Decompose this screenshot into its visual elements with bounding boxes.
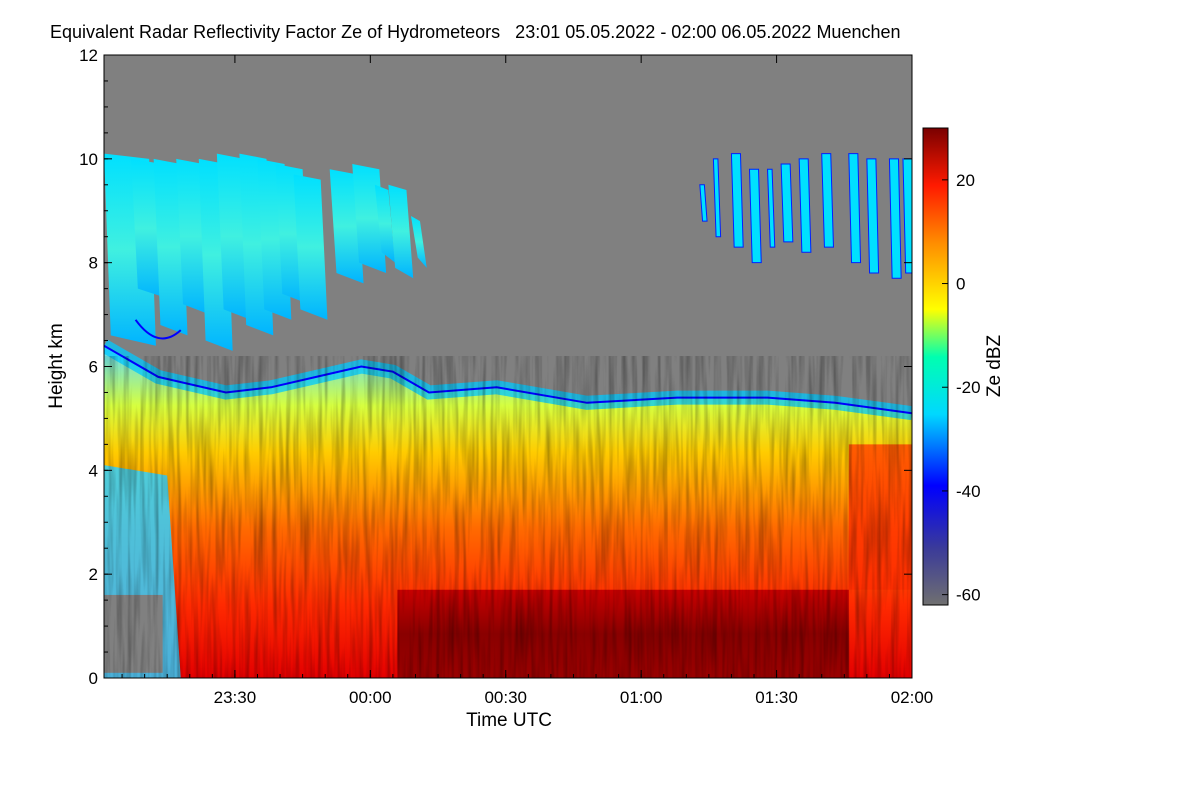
cirrus-streak <box>374 184 396 263</box>
cirrus-streak <box>798 158 812 253</box>
cirrus-streak <box>712 158 722 238</box>
chart-title: Equivalent Radar Reflectivity Factor Ze … <box>50 22 901 42</box>
x-tick-label: 02:00 <box>891 688 934 707</box>
y-tick-label: 4 <box>89 461 98 480</box>
y-tick-label: 0 <box>89 669 98 688</box>
y-axis-label: Height km <box>46 323 67 409</box>
colorbar-tick-label: -20 <box>956 378 981 397</box>
x-tick-label: 01:00 <box>620 688 663 707</box>
plot-area <box>104 55 912 678</box>
cirrus-streak <box>888 158 902 279</box>
cirrus-streak <box>821 153 834 248</box>
colorbar <box>922 127 949 606</box>
x-axis-label: Time UTC <box>466 710 552 731</box>
cirrus-streak <box>767 168 776 248</box>
y-tick-label: 2 <box>89 565 98 584</box>
cirrus-streak <box>780 163 794 243</box>
colorbar-tick-label: -60 <box>956 586 981 605</box>
y-tick-label: 6 <box>89 358 98 377</box>
colorbar-tick-label: -40 <box>956 482 981 501</box>
colorbar-label: Ze dBZ <box>984 334 1005 397</box>
cirrus-streak <box>388 184 414 279</box>
streak-texture <box>104 356 912 678</box>
cirrus-streak <box>748 168 762 264</box>
cirrus-streak <box>410 215 427 268</box>
cirrus-streak <box>848 153 862 264</box>
colorbar-tick-label: 0 <box>956 275 965 294</box>
cirrus-streak <box>866 158 880 274</box>
y-tick-label: 10 <box>79 150 98 169</box>
y-axis: 0 2 4 6 8 10 12 <box>79 46 912 688</box>
x-tick-label: 00:00 <box>349 688 392 707</box>
colorbar-axis: -60 -40 -20 0 20 <box>942 171 981 605</box>
x-tick-label: 01:30 <box>755 688 798 707</box>
cirrus-streak <box>730 153 744 248</box>
cirrus-streak <box>293 174 328 320</box>
x-tick-label: 23:30 <box>214 688 257 707</box>
y-tick-label: 12 <box>79 46 98 65</box>
x-tick-label: 00:30 <box>484 688 527 707</box>
y-tick-label: 8 <box>89 254 98 273</box>
cirrus-base-edge <box>134 319 182 340</box>
colorbar-tick-label: 20 <box>956 171 975 190</box>
cirrus-streak <box>699 184 708 222</box>
x-axis: 23:30 00:00 00:30 01:00 01:30 02:00 <box>121 55 934 707</box>
